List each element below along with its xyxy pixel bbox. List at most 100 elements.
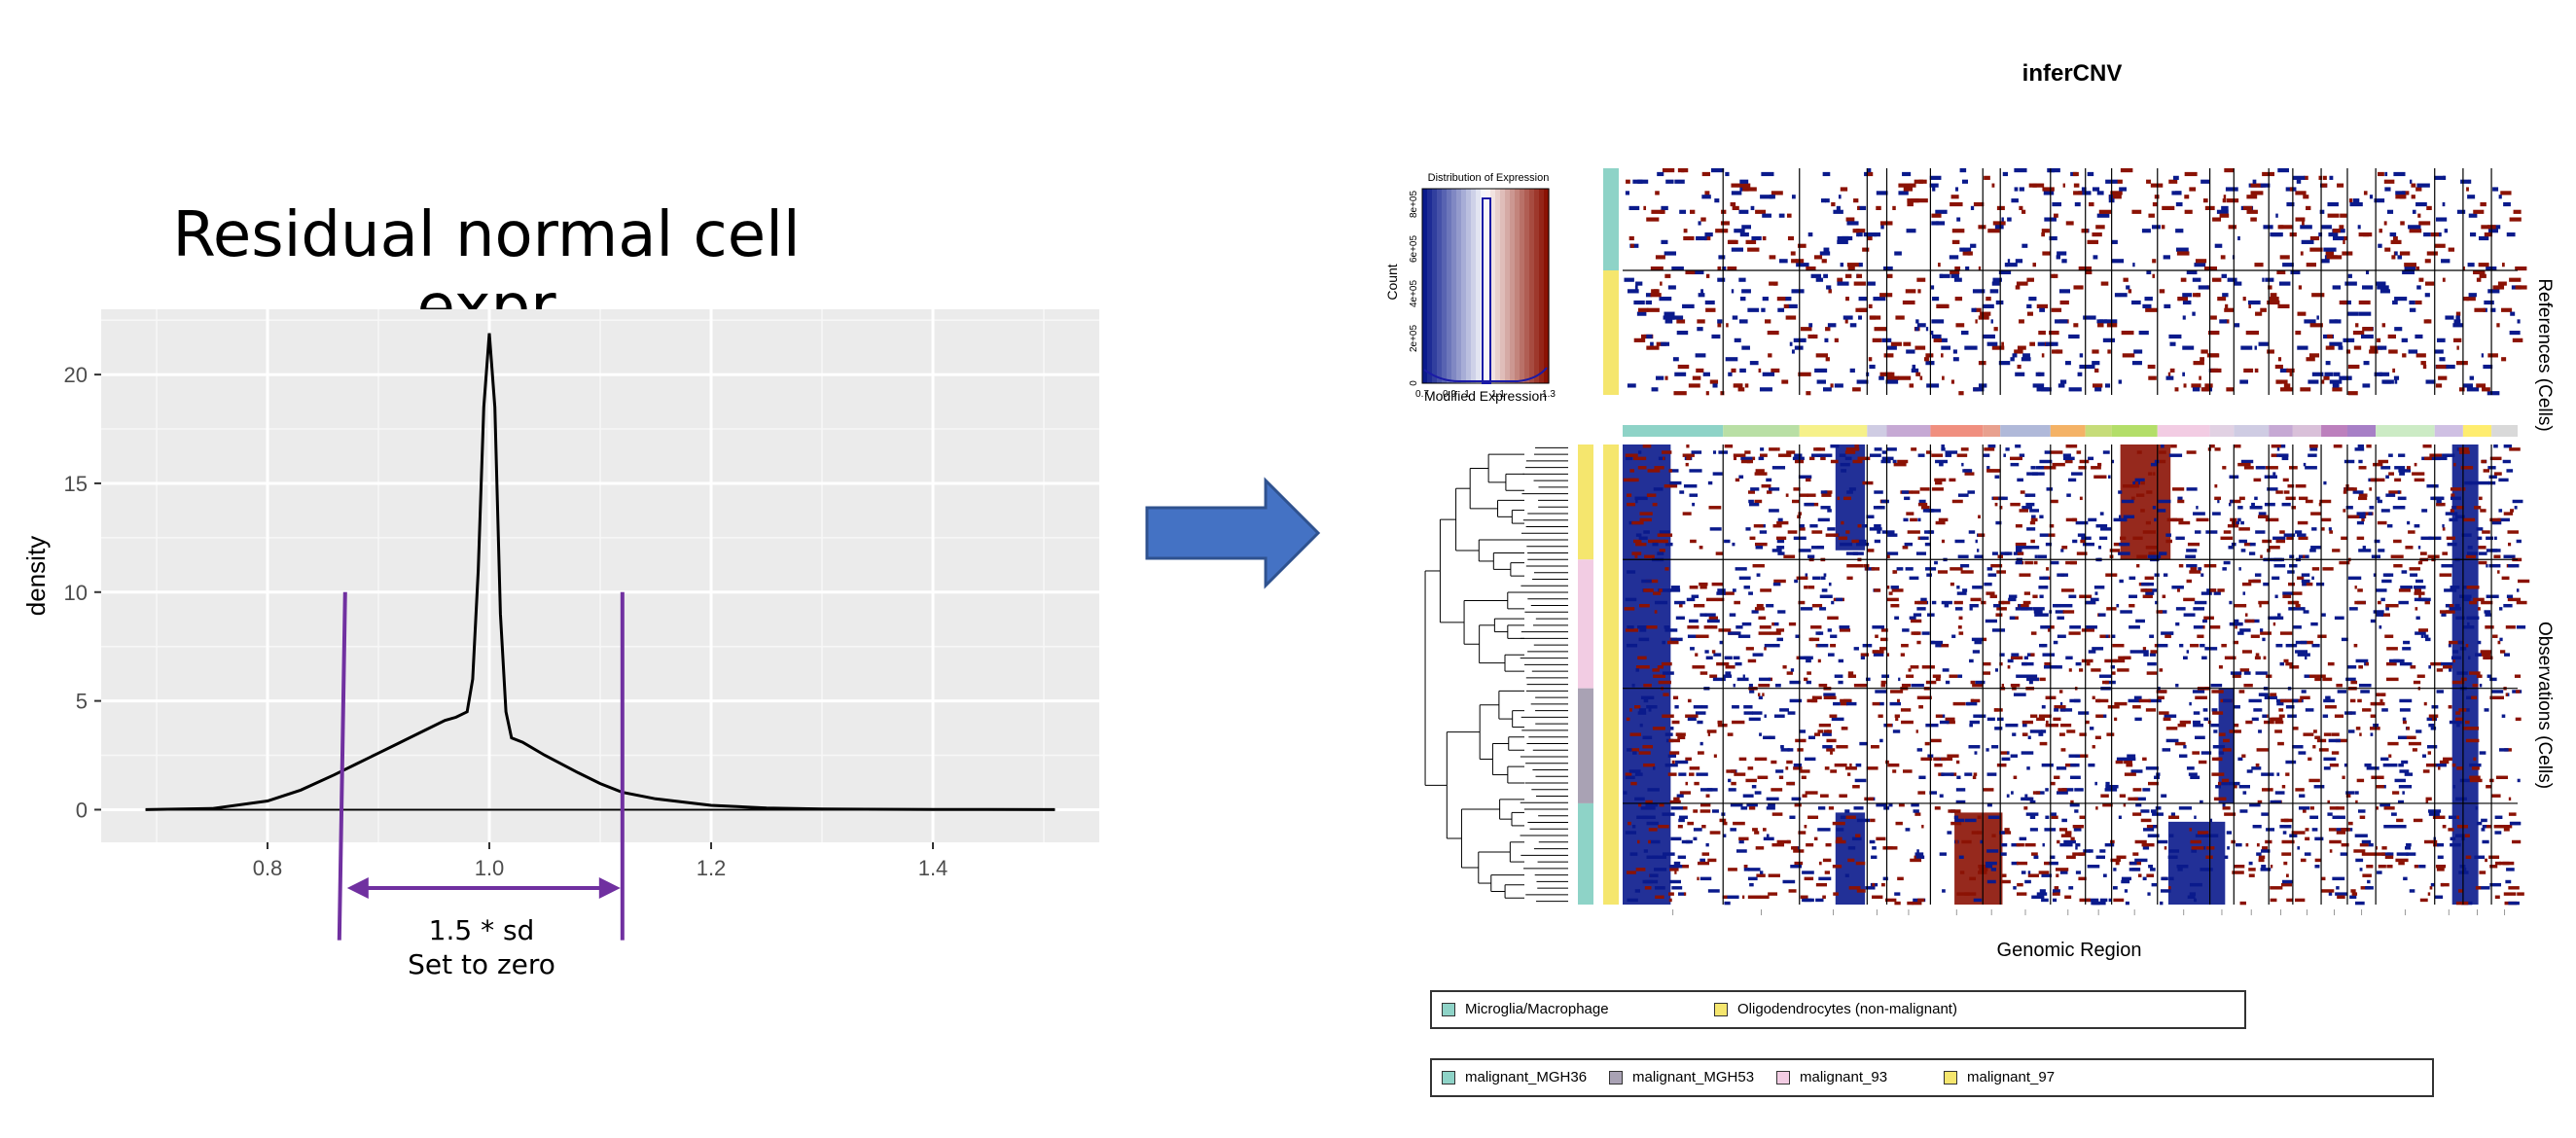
heatmap-cell [1798,600,1806,605]
heatmap-cell [2040,625,2051,629]
heatmap-cell [2275,539,2286,544]
heatmap-cell [2270,693,2277,696]
heatmap-cell [2142,846,2150,850]
y-tick-label: 20 [64,363,88,387]
heatmap-cell [1807,671,1811,675]
heatmap-cell [2165,533,2171,537]
heatmap-cell [2348,607,2358,611]
heatmap-cell [1633,539,1642,544]
heatmap-cell [2452,650,2459,654]
heatmap-cell [2007,751,2010,755]
heatmap-cell [1771,368,1780,373]
heatmap-cell [1644,554,1655,558]
heatmap-cell [2119,515,2122,518]
heatmap-cell [2429,453,2443,457]
heatmap-cell [2323,480,2327,485]
heatmap-cell [2499,650,2506,654]
heatmap-cell [2225,303,2229,308]
heatmap-cell [2298,536,2308,541]
heatmap-cell [1971,831,1979,835]
heatmap-cell [2439,760,2450,765]
heatmap-cell [2153,472,2156,476]
heatmap-cell [1751,785,1757,789]
heatmap-cell [1878,375,1884,380]
heatmap-cell [1986,567,1993,571]
heatmap-cell [1716,591,1726,595]
heatmap-cell [2252,179,2257,184]
heatmap-cell [2030,517,2038,522]
chromosome-segment [2209,425,2235,437]
heatmap-cell [2110,665,2115,669]
heatmap-cell [1906,674,1914,678]
heatmap-cell [2041,898,2049,903]
heatmap-cell [2254,573,2262,577]
heatmap-cell [1695,653,1699,657]
heatmap-cell [2412,209,2416,214]
heatmap-cell [2129,625,2140,629]
arrow-right-icon [1145,477,1321,589]
heatmap-cell [2482,825,2487,829]
heatmap-cell [1855,229,1860,233]
heatmap-cell [1995,520,2002,525]
heatmap-cell [2203,266,2218,271]
heatmap-cell [1857,205,1860,211]
heatmap-cell [2468,293,2477,298]
heatmap-cell [2501,576,2510,581]
heatmap-cell [2036,892,2048,896]
heatmap-cell [2353,643,2358,648]
heatmap-cell [2376,613,2383,617]
heatmap-cell [2306,357,2315,362]
heatmap-cell [2489,677,2497,682]
heatmap-cell [1679,490,1685,494]
heatmap-cell [1778,775,1784,780]
heatmap-cell [2426,319,2432,324]
heatmap-cell [1800,327,1812,332]
heatmap-cell [2162,594,2166,598]
heatmap-cell [2491,520,2502,525]
heatmap-cell [2065,361,2071,366]
heatmap-cell [2077,372,2083,376]
x-tick-label: 1.4 [918,856,948,880]
heatmap-cell [2487,674,2491,678]
heatmap-cell [2311,527,2317,531]
heatmap-cell [2132,852,2139,856]
heatmap-cell [1888,802,1893,807]
heatmap-cell [1646,821,1659,826]
heatmap-cell [1872,338,1882,342]
heatmap-cell [2273,616,2284,621]
heatmap-cell [2026,674,2038,678]
heatmap-cell [2356,778,2365,783]
heatmap-cell [2061,259,2067,264]
heatmap-cell [2306,205,2311,211]
heatmap-cell [1663,315,1675,320]
heatmap-cell [2021,751,2034,755]
colorkey-x-tick-label: 1.1 [1491,389,1505,400]
heatmap-cell [1696,634,1709,638]
heatmap-cell [2065,221,2074,226]
heatmap-cell [1735,849,1747,853]
heatmap-cell [1806,680,1811,685]
heatmap-cell [2186,650,2190,654]
heatmap-cell [2477,607,2481,611]
heatmap-cell [1896,567,1904,571]
heatmap-cell [1785,493,1789,497]
heatmap-cell [2201,656,2207,660]
heatmap-cell [1837,281,1849,286]
heatmap-cell [1925,327,1929,332]
heatmap-cell [2088,456,2094,461]
heatmap-cell [1664,273,1671,278]
heatmap-cell [2474,506,2482,510]
heatmap-cell [1834,763,1847,767]
heatmap-cell [2006,794,2010,798]
heatmap-cell [2384,171,2388,177]
heatmap-cell [1639,628,1647,632]
heatmap-cell [1747,658,1757,663]
heatmap-cell [2375,846,2379,850]
heatmap-cell [2041,705,2046,709]
heatmap-cell [2002,600,2011,605]
heatmap-cell [2395,191,2406,196]
heatmap-cell [2001,341,2004,346]
heatmap-cell [1625,831,1637,835]
heatmap-cell [1914,600,1927,605]
heatmap-cell [2448,247,2455,252]
